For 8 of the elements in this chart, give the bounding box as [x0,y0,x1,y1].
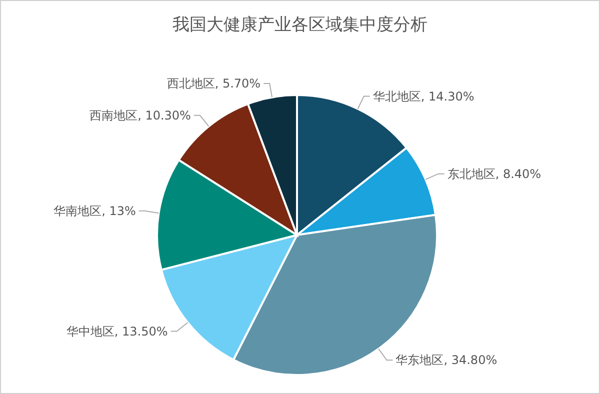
slice-label: 华中地区, 13.50% [66,324,168,338]
slice-label: 西南地区, 10.30% [90,108,191,122]
slice-label: 华北地区, 14.30% [372,89,474,104]
slice-label: 华东地区, 34.80% [396,353,498,368]
slice-label: 东北地区, 8.40% [447,166,542,181]
slice-label: 西北地区, 5.70% [166,76,261,90]
slice-label: 华南地区, 13% [54,204,136,218]
chart-title: 我国大健康产业各区域集中度分析 [172,15,428,35]
